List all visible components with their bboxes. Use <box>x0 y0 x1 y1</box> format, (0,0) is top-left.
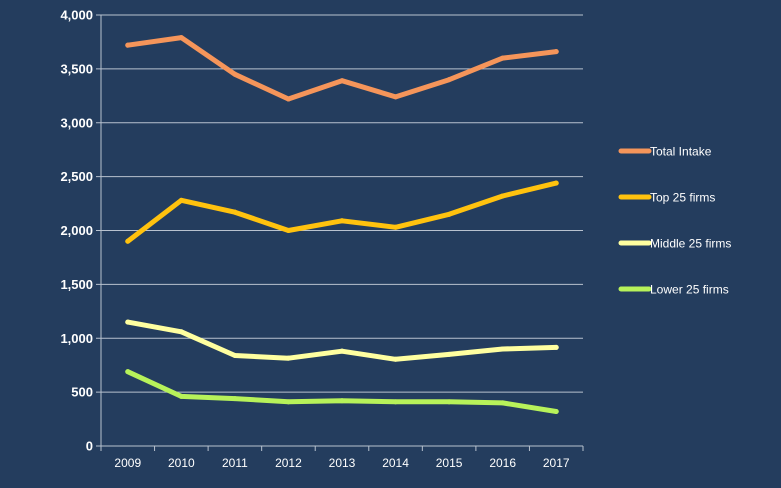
data-point <box>393 356 399 362</box>
data-point <box>446 211 452 217</box>
data-point <box>446 351 452 357</box>
legend-label: Total Intake <box>650 145 712 159</box>
data-point <box>500 400 506 406</box>
data-point <box>232 352 238 358</box>
x-tick-label: 2010 <box>168 456 195 470</box>
data-point <box>125 42 131 48</box>
data-point <box>232 209 238 215</box>
data-point <box>285 96 291 102</box>
data-point <box>232 396 238 402</box>
series-line-3 <box>125 369 559 414</box>
legend-label: Lower 25 firms <box>650 283 729 297</box>
data-point <box>125 238 131 244</box>
y-tick-label: 2,000 <box>60 223 93 238</box>
legend-label: Top 25 firms <box>650 191 715 205</box>
x-tick-label: 2016 <box>489 456 516 470</box>
x-tick-labels: 2009 2010 2011 2012 2013 2014 2015 2016 2017 <box>114 456 569 470</box>
data-point <box>125 369 131 375</box>
data-point <box>500 55 506 61</box>
data-point <box>178 197 184 203</box>
data-point <box>178 35 184 41</box>
series-line-1 <box>125 180 559 244</box>
y-tick-label: 3,500 <box>60 61 93 76</box>
data-point <box>339 348 345 354</box>
series-line-2 <box>125 319 559 362</box>
axes <box>96 14 584 451</box>
data-point <box>393 224 399 230</box>
x-tick-label: 2015 <box>436 456 463 470</box>
data-point <box>393 94 399 100</box>
x-tick-label: 2011 <box>222 456 248 470</box>
legend-label: Middle 25 firms <box>650 237 731 251</box>
data-point <box>500 193 506 199</box>
data-point <box>285 228 291 233</box>
y-tick-label: 4,000 <box>60 8 93 23</box>
data-point <box>178 329 184 335</box>
y-tick-label: 1,500 <box>60 277 93 292</box>
data-point <box>393 399 399 405</box>
x-tick-label: 2014 <box>382 456 409 470</box>
series-line-0 <box>125 35 559 102</box>
series-lines <box>125 35 559 415</box>
data-point <box>446 77 452 83</box>
data-point <box>339 398 345 404</box>
data-point <box>285 399 291 405</box>
data-point <box>553 409 559 415</box>
x-tick-label: 2013 <box>329 456 356 470</box>
data-point <box>553 180 559 186</box>
y-tick-label: 3,000 <box>60 115 93 130</box>
data-point <box>232 71 238 77</box>
data-point <box>339 78 345 84</box>
y-tick-label: 0 <box>86 439 93 454</box>
data-point <box>500 346 506 352</box>
x-tick-label: 2017 <box>543 456 570 470</box>
x-tick-label: 2012 <box>275 456 302 470</box>
data-point <box>285 355 291 361</box>
data-point <box>553 344 559 350</box>
data-point <box>125 319 131 325</box>
y-tick-label: 2,500 <box>60 169 93 184</box>
y-tick-label: 1,000 <box>60 331 93 346</box>
y-tick-labels: 0 500 1,000 1,500 2,000 2,500 3,000 3,500 4,000 <box>60 8 93 454</box>
data-point <box>446 399 452 405</box>
data-point <box>178 393 184 399</box>
x-tick-label: 2009 <box>114 456 141 470</box>
data-point <box>339 218 345 224</box>
gridlines <box>101 14 583 393</box>
legend: Total Intake Top 25 firms Middle 25 firms L… <box>618 145 731 297</box>
data-point <box>553 49 559 55</box>
y-tick-label: 500 <box>71 385 93 400</box>
